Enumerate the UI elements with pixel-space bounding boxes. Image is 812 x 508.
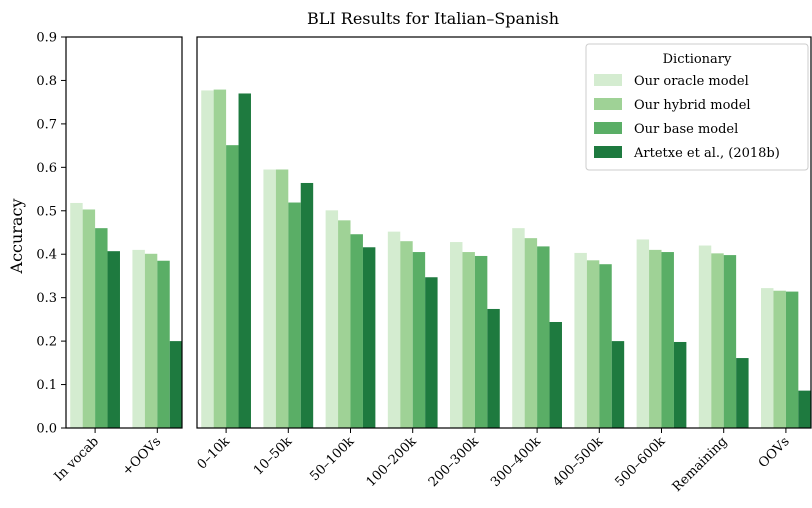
bar-our-hybrid-model-100-200k (400, 241, 413, 428)
legend-swatch-our-oracle-model (594, 74, 622, 86)
bar-our-hybrid-model-oovs (773, 290, 786, 428)
bar-our-hybrid-model-0-10k (213, 89, 227, 428)
bar-our-oracle-model-50-100k (325, 210, 339, 428)
bar-our-oracle-model-500-600k (636, 239, 650, 428)
x-tick-label: 500–600k (612, 434, 668, 490)
bar-artetxe-et-al-2018b--100-200k (425, 277, 438, 428)
bar-our-oracle-model-0-10k (201, 90, 214, 428)
legend-title: Dictionary (663, 52, 732, 67)
bar-our-base-model-100-200k (412, 252, 426, 428)
bar-artetxe-et-al-2018b--0-10k (238, 93, 251, 428)
y-tick-label: 0.7 (36, 117, 57, 132)
bar-our-base-model-400-500k (599, 264, 612, 428)
bar-our-hybrid-model-500-600k (649, 249, 662, 428)
y-tick-label: 0.6 (36, 161, 57, 176)
panel-in-vocab: In vocab +OOVs (52, 36, 183, 485)
bar-artetxe-et-al-2018b--200-300k (487, 308, 500, 428)
bar-our-hybrid-model-400-500k (586, 260, 600, 428)
y-tick-label: 0.4 (36, 248, 57, 263)
bar-our-hybrid-model-in-vocab (82, 209, 96, 428)
bar-artetxe-et-al-2018b--remaining (736, 358, 749, 428)
y-tick-label: 0.8 (36, 74, 57, 89)
panel-frame (65, 36, 183, 429)
legend-label-our-oracle-model: Our oracle model (634, 74, 749, 89)
bar-our-base-model-500-600k (661, 252, 674, 428)
y-axis: 0.0 0.1 0.2 0.3 0.4 0.5 0.6 0.7 0.8 0.9 (36, 31, 66, 437)
bar-our-oracle-model-remaining (698, 245, 712, 428)
x-tick-label: 10–50k (251, 434, 295, 478)
bar-artetxe-et-al-2018b--50-100k (362, 247, 376, 428)
legend-label-our-base-model: Our base model (634, 122, 738, 137)
bar-our-base-model--oovs (157, 260, 170, 428)
bar-our-hybrid-model-200-300k (462, 252, 475, 428)
legend-box (585, 43, 809, 171)
bar-our-oracle-model-200-300k (450, 242, 463, 428)
y-axis-label: Accuracy (7, 199, 26, 275)
x-tick-label: In vocab (52, 434, 102, 484)
legend: Dictionary Our oracle model Our hybrid mod… (585, 43, 809, 171)
bar-artetxe-et-al-2018b--300-400k (549, 321, 562, 428)
x-tick-label: 0–10k (195, 434, 233, 472)
panel-frame (196, 36, 812, 429)
bar-our-base-model-10-50k (288, 202, 301, 428)
y-tick-label: 0.3 (36, 291, 57, 306)
chart-title: BLI Results for Italian–Spanish (307, 9, 559, 28)
x-tick-label: +OOVs (120, 434, 165, 479)
bar-artetxe-et-al-2018b--400-500k (611, 341, 625, 428)
y-tick-label: 0.9 (36, 31, 57, 46)
x-tick-label: 400–500k (550, 434, 606, 490)
bar-artetxe-et-al-2018b--in-vocab (107, 251, 120, 428)
bar-our-base-model-remaining (723, 255, 737, 428)
bar-our-oracle-model-oovs (761, 288, 774, 428)
x-tick-label: 50–100k (307, 434, 357, 484)
x-tick-label: 200–300k (426, 434, 482, 490)
bar-our-hybrid-model-50-100k (338, 220, 351, 428)
bar-our-base-model-50-100k (350, 234, 363, 428)
bar-artetxe-et-al-2018b--oovs (798, 390, 811, 428)
legend-swatch-our-hybrid-model (594, 98, 622, 110)
bar-our-oracle-model--oovs (132, 249, 145, 428)
x-tick-label: OOVs (756, 434, 793, 471)
bar-artetxe-et-al-2018b--500-600k (673, 341, 687, 428)
legend-label-artetxe-et-al-2018b-: Artetxe et al., (2018b) (633, 146, 780, 161)
bar-our-hybrid-model-300-400k (524, 238, 538, 428)
bar-our-oracle-model-in-vocab (70, 202, 83, 428)
x-tick-label: Remaining (670, 434, 731, 495)
y-tick-label: 0.1 (36, 378, 57, 393)
bar-our-oracle-model-400-500k (574, 252, 587, 428)
bar-our-hybrid-model--oovs (144, 253, 158, 428)
bar-our-base-model-in-vocab (95, 228, 108, 428)
legend-swatch-our-base-model (594, 122, 622, 134)
bar-our-oracle-model-10-50k (263, 169, 276, 428)
legend-swatch-artetxe-et-al-2018b- (594, 146, 622, 158)
x-tick-label: 300–400k (488, 434, 544, 490)
bar-our-base-model-oovs (785, 291, 799, 428)
bar-our-hybrid-model-remaining (711, 253, 724, 428)
bar-our-oracle-model-100-200k (387, 231, 401, 428)
y-tick-label: 0.2 (36, 335, 57, 350)
bar-artetxe-et-al-2018b---oovs (169, 341, 183, 428)
x-tick-label: 100–200k (364, 434, 420, 490)
bar-our-base-model-300-400k (537, 246, 550, 428)
bar-our-hybrid-model-10-50k (275, 169, 289, 428)
y-tick-label: 0.0 (36, 422, 57, 437)
bar-our-base-model-0-10k (226, 145, 239, 428)
legend-label-our-hybrid-model: Our hybrid model (634, 98, 751, 113)
bar-artetxe-et-al-2018b--10-50k (300, 182, 314, 428)
y-tick-label: 0.5 (36, 204, 57, 219)
bar-our-base-model-200-300k (474, 255, 488, 428)
bar-our-oracle-model-300-400k (512, 228, 525, 428)
